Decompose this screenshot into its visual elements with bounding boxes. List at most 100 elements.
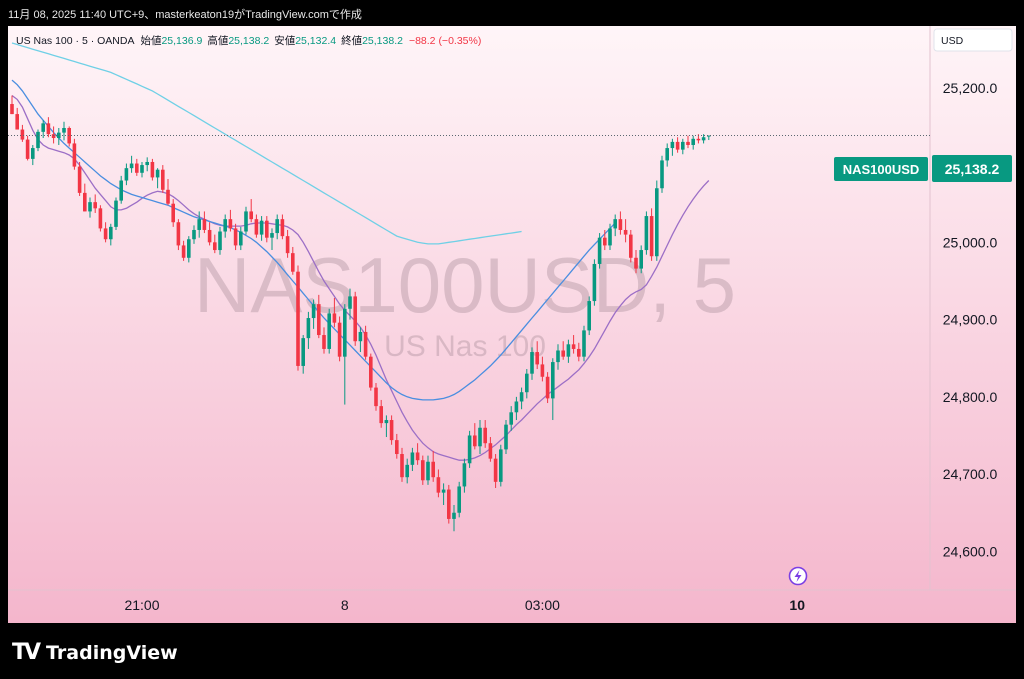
candle xyxy=(332,297,337,328)
candle-body xyxy=(197,219,201,230)
candle-body xyxy=(571,344,576,349)
candle xyxy=(88,197,92,218)
candle xyxy=(270,228,274,251)
candle xyxy=(20,124,25,142)
candle-body xyxy=(296,271,300,366)
lightning-icon[interactable] xyxy=(788,566,808,586)
candle-body xyxy=(582,330,586,357)
candle-body xyxy=(457,486,461,513)
candle-body xyxy=(363,331,368,357)
currency-selector[interactable] xyxy=(933,28,1013,52)
candle-body xyxy=(15,114,19,130)
candle xyxy=(145,157,149,172)
candle-body xyxy=(649,216,654,257)
candle xyxy=(348,288,352,320)
candle xyxy=(410,447,415,472)
candle xyxy=(363,325,368,360)
candle-body xyxy=(488,443,493,459)
candle-body xyxy=(374,387,378,407)
x-tick-label: 03:00 xyxy=(525,597,560,613)
currency-label[interactable]: USD xyxy=(941,35,964,47)
time-axis[interactable]: 21:00 8 03:00 10 xyxy=(124,597,805,613)
candle-body xyxy=(129,163,134,169)
y-tick-label: 25,000.0 xyxy=(943,234,998,250)
candle-body xyxy=(530,352,534,374)
candle xyxy=(187,236,191,263)
plot-background xyxy=(8,26,1016,623)
candle xyxy=(655,180,659,261)
candle xyxy=(389,415,394,445)
candle-body xyxy=(36,131,40,149)
candle-body xyxy=(369,356,373,388)
candle xyxy=(171,199,175,227)
candle-body xyxy=(213,242,217,251)
candle xyxy=(634,250,638,274)
candle xyxy=(67,126,71,147)
candle-body xyxy=(577,348,581,357)
candle xyxy=(426,455,430,485)
candle xyxy=(72,138,77,170)
candle-body xyxy=(57,132,61,139)
y-tick-label: 24,700.0 xyxy=(943,466,998,482)
candle xyxy=(337,316,342,362)
candle xyxy=(603,229,607,251)
candle xyxy=(644,211,649,255)
candle xyxy=(504,420,508,455)
symbol-tag-label: NAS100USD xyxy=(843,162,920,177)
candle xyxy=(701,134,706,144)
candle-body xyxy=(499,449,503,482)
candle-body xyxy=(696,138,701,141)
candle-body xyxy=(280,219,285,237)
candle xyxy=(691,135,695,150)
legend-high: 25,138.2 xyxy=(228,35,269,47)
candle xyxy=(374,382,378,411)
candle xyxy=(457,481,461,518)
candle xyxy=(249,199,253,223)
candle-body xyxy=(181,245,186,258)
candle xyxy=(140,161,144,178)
candle xyxy=(93,194,97,213)
y-tick-label: 24,600.0 xyxy=(943,543,998,559)
candle xyxy=(535,341,539,370)
candle-body xyxy=(509,412,513,425)
candle xyxy=(192,225,196,244)
candle xyxy=(317,294,321,339)
candle xyxy=(46,117,51,138)
candle-body xyxy=(285,236,290,254)
candle xyxy=(525,369,529,399)
candle xyxy=(519,387,524,410)
candle-body xyxy=(551,362,555,399)
candle-body xyxy=(426,461,430,481)
ohlc-legend[interactable]: US Nas 100 · 5 · OANDA 始値25,136.9 高値25,138… xyxy=(16,34,481,47)
candle xyxy=(181,240,186,261)
candle-body xyxy=(447,489,451,519)
candle-body xyxy=(166,189,170,204)
candle-body xyxy=(254,219,259,235)
candle-body xyxy=(239,231,243,246)
candle xyxy=(369,353,373,391)
candle-body xyxy=(332,313,337,323)
candle xyxy=(493,454,498,489)
candle xyxy=(358,327,363,353)
candle-body xyxy=(62,127,66,133)
candle-body xyxy=(675,141,680,150)
tradingview-logo[interactable]: TV TradingView xyxy=(12,640,178,665)
candle-body xyxy=(176,222,181,246)
candle xyxy=(441,483,446,506)
candle-body xyxy=(317,304,321,336)
candle-body xyxy=(410,452,415,465)
candle xyxy=(311,299,316,329)
candle xyxy=(228,209,233,232)
y-tick-label: 24,900.0 xyxy=(943,312,998,328)
candle-body xyxy=(51,134,56,139)
candle-body xyxy=(327,313,331,349)
price-tag-value: 25,138.2 xyxy=(945,161,1000,177)
candle-body xyxy=(686,141,690,145)
candle xyxy=(150,158,155,181)
chart-caption: 11月 08, 2025 11:40 UTC+9、masterkeaton19が… xyxy=(8,9,362,21)
candle-body xyxy=(384,420,389,424)
candle xyxy=(275,214,279,240)
candle xyxy=(285,229,290,258)
candle-body xyxy=(10,104,14,115)
